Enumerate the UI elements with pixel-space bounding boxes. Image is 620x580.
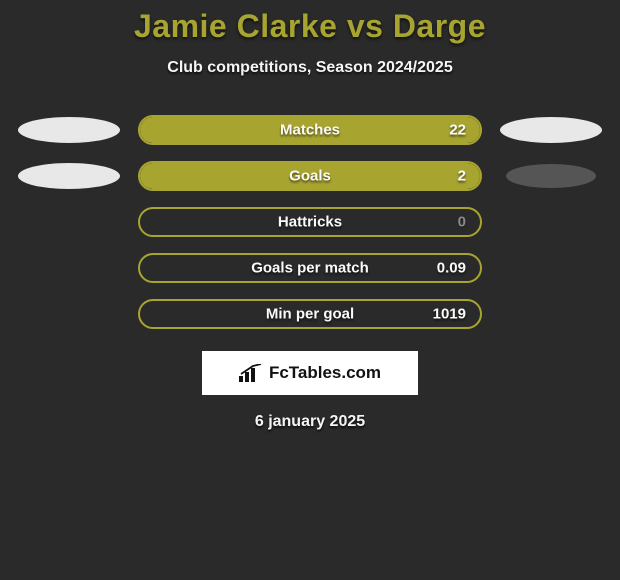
stat-row: Goals per match 0.09 — [0, 253, 620, 283]
right-player-marker — [500, 162, 602, 190]
stat-bar: Goals per match 0.09 — [138, 253, 482, 283]
stat-label: Min per goal — [266, 306, 354, 323]
stat-label: Matches — [280, 122, 340, 139]
left-player-marker — [18, 162, 120, 190]
stat-rows: Matches 22 Goals 2 Hattricks 0 Goals per match… — [0, 115, 620, 329]
page-subtitle: Club competitions, Season 2024/2025 — [0, 59, 620, 77]
player-ellipse-icon — [500, 117, 602, 143]
left-player-marker — [18, 254, 120, 282]
chart-icon — [239, 364, 263, 382]
player-ellipse-icon — [18, 163, 120, 189]
stat-bar: Hattricks 0 — [138, 207, 482, 237]
player-ellipse-icon — [18, 117, 120, 143]
stat-label: Goals per match — [251, 260, 369, 277]
player-ellipse-icon — [506, 164, 596, 188]
right-player-marker — [500, 300, 602, 328]
source-badge-text: FcTables.com — [269, 363, 381, 383]
right-player-marker — [500, 254, 602, 282]
stat-value: 2 — [458, 168, 466, 185]
page-title: Jamie Clarke vs Darge — [0, 8, 620, 45]
stat-row: Matches 22 — [0, 115, 620, 145]
right-player-marker — [500, 208, 602, 236]
stat-label: Hattricks — [278, 214, 342, 231]
source-badge[interactable]: FcTables.com — [202, 351, 418, 395]
stat-bar: Goals 2 — [138, 161, 482, 191]
stat-value: 0.09 — [437, 260, 466, 277]
right-player-marker — [500, 116, 602, 144]
stat-bar: Matches 22 — [138, 115, 482, 145]
stat-value: 0 — [458, 214, 466, 231]
stat-bar: Min per goal 1019 — [138, 299, 482, 329]
left-player-marker — [18, 300, 120, 328]
stat-row: Hattricks 0 — [0, 207, 620, 237]
left-player-marker — [18, 208, 120, 236]
stat-label: Goals — [289, 168, 331, 185]
stat-value: 1019 — [433, 306, 466, 323]
comparison-card: Jamie Clarke vs Darge Club competitions,… — [0, 0, 620, 431]
left-player-marker — [18, 116, 120, 144]
stat-row: Goals 2 — [0, 161, 620, 191]
stat-value: 22 — [449, 122, 466, 139]
stat-row: Min per goal 1019 — [0, 299, 620, 329]
snapshot-date: 6 january 2025 — [0, 413, 620, 431]
